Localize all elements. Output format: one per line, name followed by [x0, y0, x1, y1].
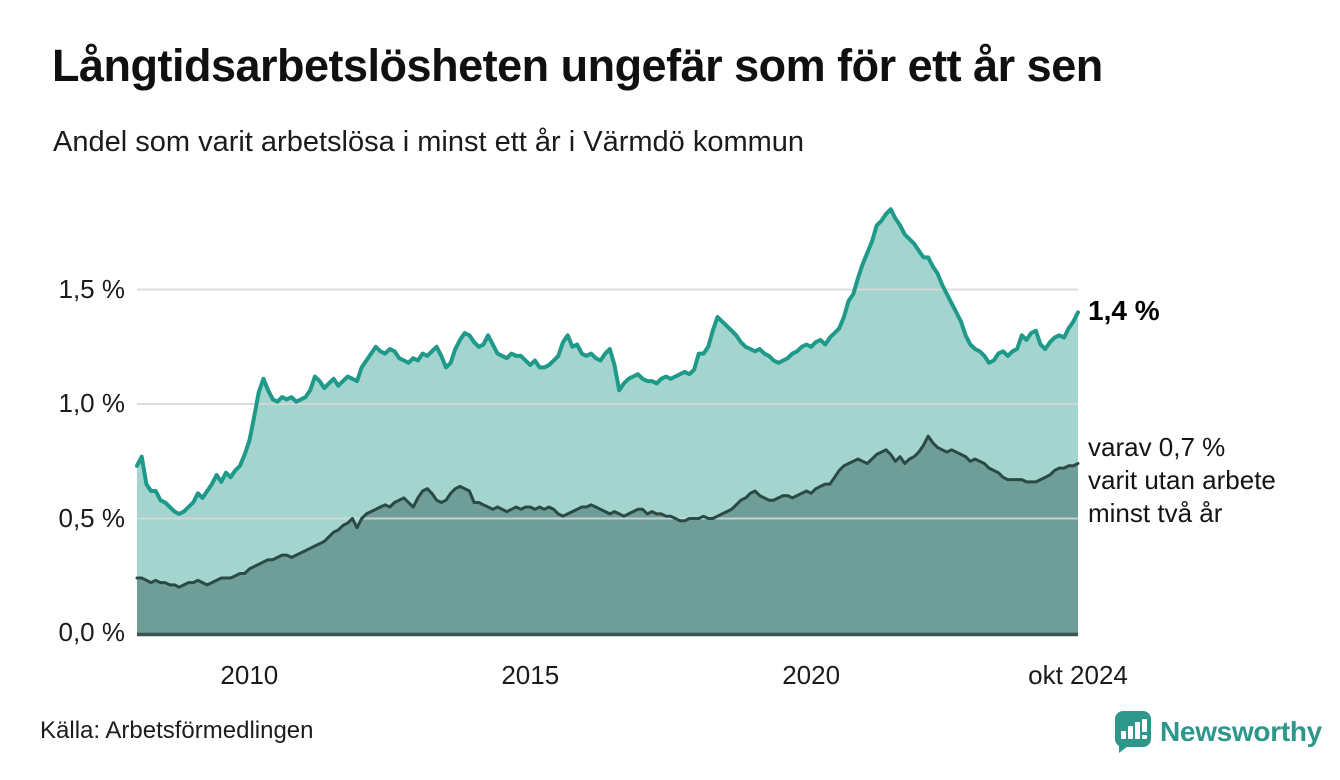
page-title: Långtidsarbetslösheten ungefär som för e… — [52, 40, 1103, 91]
source-note: Källa: Arbetsförmedlingen — [40, 717, 314, 744]
y-tick-label: 0,5 % — [58, 502, 126, 533]
y-tick-label: 1,5 % — [58, 273, 126, 304]
annotation-two-year-line2: varit utan arbete — [1088, 465, 1276, 495]
y-tick-label: 1,0 % — [58, 388, 126, 418]
x-tick-label: okt 2024 — [1028, 660, 1128, 690]
newsworthy-bubble-chart-icon — [1115, 711, 1151, 753]
newsworthy-logo-text: Newsworthy — [1160, 716, 1322, 747]
series-line — [135, 434, 1080, 589]
series-line — [135, 207, 1080, 516]
page-subtitle: Andel som varit arbetslösa i minst ett å… — [53, 126, 805, 158]
x-tick-label: 2010 — [220, 660, 279, 690]
annotation-two-year-note: varav 0,7 % varit utan arbete minst två … — [1088, 431, 1276, 530]
annotation-latest-total: 1,4 % — [1088, 295, 1160, 326]
annotation-two-year-line1: varav 0,7 % — [1088, 432, 1226, 462]
y-tick-label: 0,0 % — [58, 617, 126, 647]
x-tick-label: 2020 — [782, 660, 841, 690]
area-fill — [137, 436, 1078, 633]
annotation-two-year-line3: minst två år — [1088, 498, 1223, 528]
x-tick-label: 2015 — [501, 660, 560, 690]
newsworthy-logo: Newsworthy — [1112, 710, 1322, 754]
